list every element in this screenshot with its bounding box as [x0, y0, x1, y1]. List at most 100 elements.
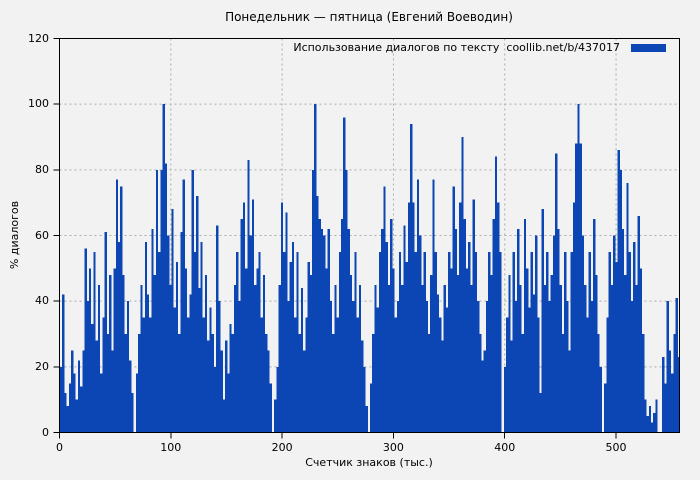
bar	[624, 274, 627, 433]
bar	[392, 268, 395, 433]
bar	[298, 334, 301, 433]
y-tick-label: 0	[42, 425, 49, 439]
bar	[655, 399, 658, 433]
bar	[182, 179, 185, 433]
bar	[358, 284, 362, 433]
bar	[80, 386, 83, 433]
bar	[338, 251, 342, 433]
bar	[231, 334, 234, 433]
bar	[124, 334, 127, 433]
bar	[222, 399, 226, 433]
bar	[312, 169, 315, 433]
bar	[523, 219, 527, 433]
bar	[568, 350, 571, 433]
bar	[497, 202, 500, 433]
bar	[193, 251, 197, 433]
bar	[104, 232, 107, 433]
bar	[361, 340, 364, 433]
bar	[227, 373, 230, 433]
bar	[403, 225, 406, 433]
bar	[115, 179, 118, 433]
bar	[530, 251, 533, 433]
bar	[608, 251, 611, 433]
bar	[303, 350, 306, 433]
bar	[285, 212, 288, 433]
bar	[425, 301, 428, 433]
bar	[552, 235, 556, 433]
chart-title: Понедельник — пятница (Евгений Воеводин)	[225, 10, 513, 24]
bar	[229, 324, 232, 433]
bar	[260, 317, 263, 433]
bar	[613, 235, 616, 433]
bar	[198, 288, 201, 433]
bar	[86, 301, 89, 433]
bar	[671, 373, 674, 433]
bar	[564, 251, 567, 433]
bar	[588, 251, 591, 433]
bar	[307, 261, 310, 433]
bar	[294, 317, 297, 433]
bar	[171, 209, 174, 433]
bar	[242, 202, 246, 433]
bar	[64, 393, 67, 433]
bar	[173, 307, 176, 433]
bar	[470, 284, 473, 433]
bar	[93, 251, 96, 433]
bar	[575, 143, 578, 433]
bar	[394, 317, 397, 433]
bar	[512, 251, 515, 433]
y-tick-label: 100	[28, 97, 49, 111]
bar	[595, 274, 598, 433]
bar	[254, 284, 257, 433]
bar	[463, 219, 466, 433]
bar	[196, 196, 199, 433]
bar	[111, 350, 114, 433]
bar	[401, 284, 404, 433]
bar	[187, 317, 190, 433]
bar	[477, 301, 480, 433]
bar	[138, 334, 141, 433]
bar	[378, 251, 382, 433]
bar	[593, 219, 596, 433]
bar	[341, 219, 344, 433]
bar	[521, 334, 524, 433]
bar	[494, 156, 498, 433]
bar	[653, 412, 656, 433]
bar	[267, 350, 270, 433]
bar	[421, 284, 424, 433]
bar	[113, 268, 116, 433]
bar	[445, 307, 449, 433]
bar	[180, 232, 183, 433]
legend-label: Использование диалогов по тексту coollib…	[293, 41, 620, 54]
bar	[122, 274, 125, 433]
bar	[398, 251, 402, 433]
bar	[71, 350, 74, 433]
bar	[135, 373, 139, 433]
x-tick-label: 0	[56, 440, 63, 454]
bar	[412, 202, 415, 433]
y-tick-label: 60	[35, 228, 49, 242]
bar	[532, 294, 536, 433]
bar	[385, 242, 388, 433]
bar	[548, 301, 551, 433]
bar	[213, 366, 217, 433]
bar	[102, 317, 105, 433]
bar	[88, 268, 92, 433]
bar	[256, 268, 259, 433]
y-tick-label: 80	[35, 162, 49, 176]
bar	[432, 179, 435, 433]
bar	[129, 360, 132, 433]
bar	[251, 199, 255, 433]
bar	[220, 350, 223, 433]
bar	[280, 202, 284, 433]
bar	[365, 406, 368, 433]
bar	[579, 143, 582, 433]
bar	[149, 317, 152, 433]
bar	[454, 228, 457, 433]
bar	[664, 383, 667, 433]
bar	[164, 163, 168, 433]
bar	[606, 317, 609, 433]
bar	[519, 284, 522, 433]
bar	[675, 297, 678, 433]
